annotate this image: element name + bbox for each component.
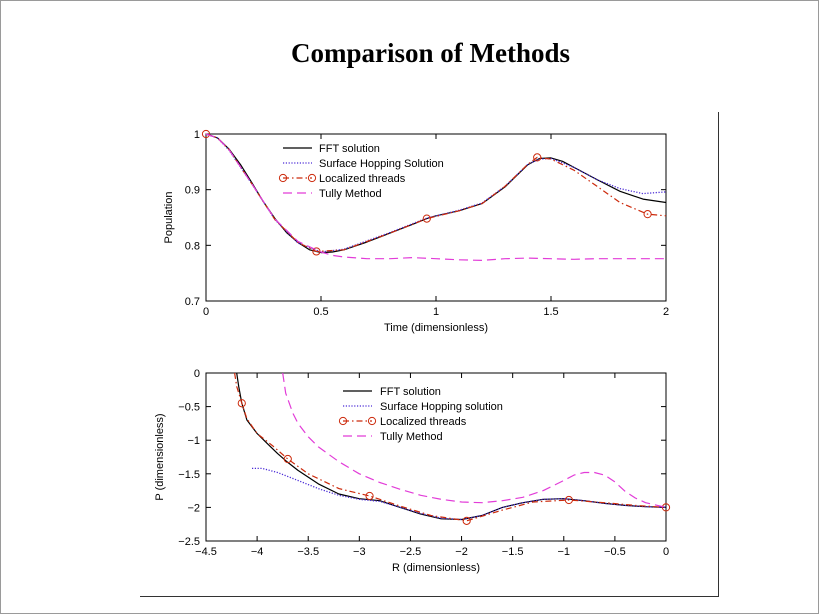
chart-2: −4.5 −4 −3.5 −3 −2.5 −2 −1.5 −1 −0.5 0 −2.5 −2 −1.5 −…	[154, 368, 671, 574]
legend-marker	[307, 173, 317, 183]
series-marker	[533, 153, 542, 162]
x-tick-label: 0	[663, 546, 669, 558]
series-marker	[661, 503, 671, 512]
x-tick-label: −2.5	[400, 546, 422, 558]
x-tick-label: 0	[203, 306, 209, 318]
series-line-1	[205, 133, 667, 253]
series-line-0	[236, 372, 667, 521]
x-tick-label: −3	[353, 546, 366, 558]
x-tick-label: 0.5	[313, 306, 328, 318]
series-marker	[283, 454, 292, 464]
x-tick-label: −3.5	[297, 546, 319, 558]
legend-label-2: Localized threads	[319, 173, 406, 185]
chart-1: 0 0.5 1 1.5 2 0.7 0.8 0.9 1 Time (dimensionless) P…	[163, 129, 669, 334]
series-line-0	[205, 133, 667, 254]
series-marker	[462, 516, 471, 525]
x-tick-label: −4	[251, 546, 264, 558]
x-tick-label: −4.5	[195, 546, 217, 558]
y-tick-label: −1	[187, 435, 200, 447]
y-tick-label: 0.7	[185, 296, 200, 308]
series-marker	[365, 491, 374, 501]
series-line-1	[252, 467, 667, 521]
legend-label-2: Localized threads	[380, 416, 467, 428]
series-marker	[201, 129, 211, 139]
series-marker	[422, 214, 431, 223]
y-axis-label: Population	[163, 192, 175, 244]
y-tick-label: 0	[194, 368, 200, 380]
legend-label-1: Surface Hopping solution	[380, 401, 503, 413]
slide-title: Comparison of Methods	[290, 38, 570, 68]
x-axis-label: Time (dimensionless)	[384, 322, 488, 334]
x-tick-label: −1	[558, 546, 571, 558]
series-line-2	[234, 372, 667, 522]
y-tick-label: −2	[187, 502, 200, 514]
series-marker	[643, 210, 652, 219]
y-axis-label: P (dimensionless)	[154, 413, 166, 500]
legend-marker	[278, 173, 288, 183]
x-tick-label: −1.5	[502, 546, 524, 558]
legend-marker	[367, 416, 377, 426]
x-axis-label: R (dimensionless)	[392, 562, 480, 574]
legend-label-0: FFT solution	[380, 386, 441, 398]
series-marker	[237, 399, 246, 408]
legend-label-3: Tully Method	[319, 188, 382, 200]
series-line-3	[205, 133, 666, 261]
y-tick-label: 0.8	[185, 240, 200, 252]
legend-label-0: FFT solution	[319, 143, 380, 155]
legend-marker	[338, 416, 348, 426]
y-tick-label: −2.5	[178, 536, 200, 548]
y-tick-label: −1.5	[178, 469, 200, 481]
legend-label-1: Surface Hopping Solution	[319, 158, 444, 170]
x-tick-label: −0.5	[604, 546, 626, 558]
y-tick-label: −0.5	[178, 402, 200, 414]
plot-frame	[205, 372, 667, 542]
series-line-2	[205, 133, 667, 253]
y-tick-label: 0.9	[185, 185, 200, 197]
y-tick-label: 1	[194, 129, 200, 141]
series-marker	[564, 495, 573, 505]
legend-label-3: Tully Method	[380, 431, 443, 443]
x-tick-label: −2	[455, 546, 468, 558]
x-tick-label: 1.5	[543, 306, 558, 318]
series-line-3	[282, 372, 667, 508]
x-tick-label: 2	[663, 306, 669, 318]
x-tick-label: 1	[433, 306, 439, 318]
